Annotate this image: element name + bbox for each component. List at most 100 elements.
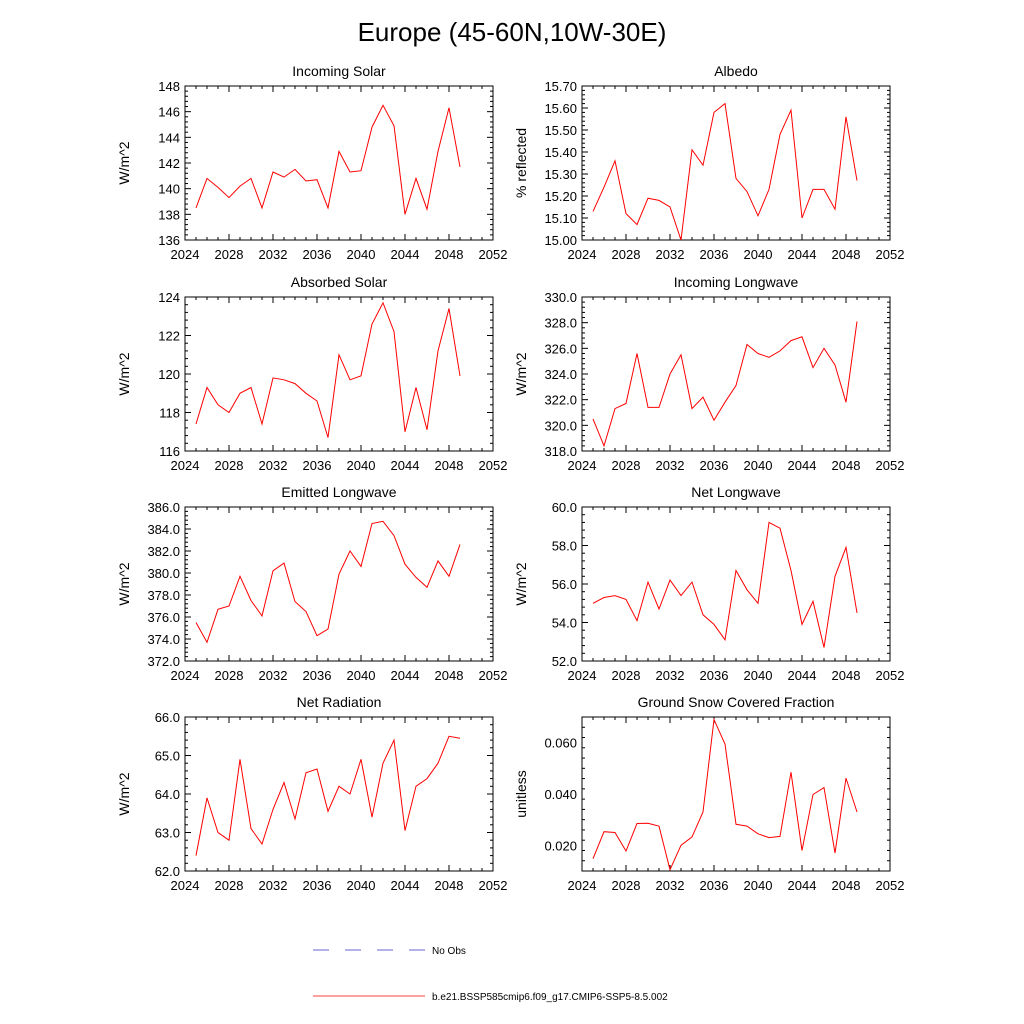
x-tick-label: 2032 xyxy=(259,247,288,262)
y-tick-label: 15.70 xyxy=(544,79,577,94)
y-tick-label: 118 xyxy=(159,406,180,421)
panel-net-longwave: 2024 2028 2032 2036 2040 2044 2048 2052 52.0 54.0… xyxy=(513,484,904,683)
x-tick-label: 2024 xyxy=(171,668,200,683)
panel-title: Albedo xyxy=(714,63,758,79)
x-tick-label: 2044 xyxy=(788,458,817,473)
x-tick-label: 2024 xyxy=(568,458,597,473)
x-tick-label: 2040 xyxy=(744,458,773,473)
x-tick-label: 2024 xyxy=(568,247,597,262)
x-tick-label: 2052 xyxy=(479,668,508,683)
y-tick-label: 386.0 xyxy=(147,500,180,515)
x-tick-label: 2052 xyxy=(876,878,905,893)
series-line-albedo xyxy=(592,102,858,241)
x-tick-label: 2044 xyxy=(391,458,420,473)
x-tick-label: 2024 xyxy=(171,247,200,262)
y-tick-label: 15.40 xyxy=(544,145,577,160)
x-tick-label: 2048 xyxy=(832,247,861,262)
y-tick-label: 56.0 xyxy=(552,577,577,592)
y-tick-label: 380.0 xyxy=(147,566,180,581)
y-tick-label: 0.020 xyxy=(544,838,577,853)
y-tick-label: 148 xyxy=(158,79,180,94)
x-tick-label: 2052 xyxy=(479,247,508,262)
x-tick-label: 2028 xyxy=(215,458,244,473)
y-axis-label: W/m^2 xyxy=(513,352,529,395)
y-tick-label: 142 xyxy=(158,156,180,171)
y-tick-label: 138 xyxy=(158,207,180,222)
x-tick-label: 2032 xyxy=(656,247,685,262)
x-tick-label: 2048 xyxy=(435,458,464,473)
y-tick-label: 15.50 xyxy=(544,123,577,138)
panels: 2024 2028 2032 2036 2040 2044 2048 2052 136 138 14… xyxy=(116,63,904,893)
x-tick-label: 2044 xyxy=(788,668,817,683)
x-tick-label: 2028 xyxy=(612,458,641,473)
x-tick-label: 2032 xyxy=(656,668,685,683)
x-tick-label: 2040 xyxy=(347,878,376,893)
x-tick-label: 2048 xyxy=(435,878,464,893)
y-tick-label: 146 xyxy=(158,105,180,120)
y-tick-label: 328.0 xyxy=(544,316,577,331)
x-tick-label: 2040 xyxy=(347,668,376,683)
panel-incoming-solar: 2024 2028 2032 2036 2040 2044 2048 2052 136 138 14… xyxy=(116,63,507,262)
y-tick-label: 58.0 xyxy=(552,539,577,554)
y-tick-label: 384.0 xyxy=(147,522,180,537)
y-tick-label: 322.0 xyxy=(544,393,577,408)
x-tick-label: 2024 xyxy=(171,878,200,893)
y-axis-label: W/m^2 xyxy=(116,352,132,395)
figure-title: Europe (45-60N,10W-30E) xyxy=(358,17,667,47)
legend-label-model: b.e21.BSSP585cmip6.f09_g17.CMIP6-SSP5-8.… xyxy=(432,992,668,1003)
x-tick-label: 2028 xyxy=(215,878,244,893)
x-tick-label: 2024 xyxy=(171,458,200,473)
series-line-incoming-solar xyxy=(195,104,461,215)
panel-title: Absorbed Solar xyxy=(291,274,388,290)
x-tick-label: 2036 xyxy=(303,668,332,683)
panel-title: Ground Snow Covered Fraction xyxy=(638,694,835,710)
panel-ground-snow-covered-fraction: 2024 2028 2032 2036 2040 2044 2048 2052 0.020 0.0… xyxy=(513,694,904,893)
y-tick-label: 140 xyxy=(158,182,180,197)
y-tick-label: 144 xyxy=(158,130,180,145)
y-axis-label: % reflected xyxy=(513,128,529,198)
x-tick-label: 2044 xyxy=(391,878,420,893)
x-tick-label: 2040 xyxy=(744,247,773,262)
series-line-net-radiation xyxy=(195,735,461,856)
x-tick-label: 2040 xyxy=(744,878,773,893)
y-tick-label: 120 xyxy=(158,367,180,382)
y-tick-label: 376.0 xyxy=(147,610,180,625)
y-tick-label: 52.0 xyxy=(552,654,577,669)
x-tick-label: 2052 xyxy=(479,878,508,893)
y-tick-label: 0.060 xyxy=(544,736,577,751)
x-tick-label: 2028 xyxy=(215,668,244,683)
panel-title: Incoming Solar xyxy=(292,63,386,79)
y-axis-label: W/m^2 xyxy=(116,141,132,184)
panel-title: Emitted Longwave xyxy=(281,484,396,500)
panel-title: Net Radiation xyxy=(297,694,382,710)
y-tick-label: 378.0 xyxy=(147,588,180,603)
x-tick-label: 2040 xyxy=(347,247,376,262)
legend-label-no-obs: No Obs xyxy=(432,946,466,957)
x-tick-label: 2036 xyxy=(700,247,729,262)
x-tick-label: 2044 xyxy=(391,668,420,683)
y-tick-label: 15.30 xyxy=(544,167,577,182)
x-tick-label: 2048 xyxy=(435,668,464,683)
y-tick-label: 63.0 xyxy=(155,826,180,841)
x-tick-label: 2048 xyxy=(832,458,861,473)
x-tick-label: 2036 xyxy=(700,458,729,473)
x-tick-label: 2052 xyxy=(876,247,905,262)
y-tick-label: 330.0 xyxy=(544,290,577,305)
y-tick-label: 318.0 xyxy=(544,444,577,459)
y-tick-label: 0.040 xyxy=(544,787,577,802)
x-tick-label: 2048 xyxy=(832,878,861,893)
y-tick-label: 372.0 xyxy=(147,654,180,669)
y-tick-label: 116 xyxy=(159,444,180,459)
x-tick-label: 2040 xyxy=(347,458,376,473)
y-tick-label: 136 xyxy=(158,233,180,248)
x-tick-label: 2028 xyxy=(612,878,641,893)
panel-title: Net Longwave xyxy=(691,484,781,500)
series-line-emitted-longwave xyxy=(195,520,461,644)
y-tick-label: 122 xyxy=(158,329,180,344)
x-tick-label: 2052 xyxy=(876,458,905,473)
y-tick-label: 374.0 xyxy=(147,632,180,647)
y-tick-label: 65.0 xyxy=(155,749,180,764)
x-tick-label: 2032 xyxy=(259,878,288,893)
